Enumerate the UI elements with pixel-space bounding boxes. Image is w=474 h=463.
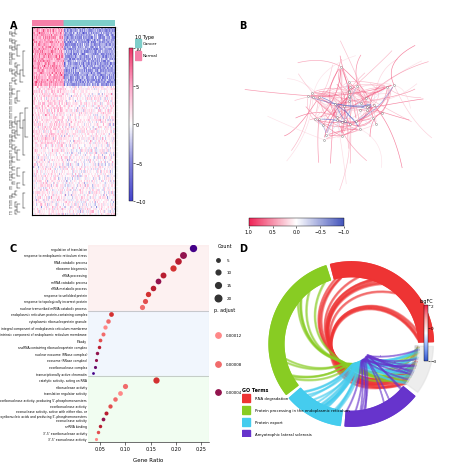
Bar (242, 419, 250, 426)
Point (149, 284, 157, 292)
Point (122, 383, 129, 390)
Bar (242, 394, 250, 402)
Point (91, 363, 99, 370)
Text: GO Terms: GO Terms (242, 387, 268, 392)
Point (117, 389, 124, 397)
Point (102, 409, 110, 416)
Title: logFC: logFC (419, 299, 433, 304)
Bar (135, 52, 141, 60)
Point (107, 402, 114, 410)
Text: Cancer: Cancer (143, 42, 157, 45)
Point (190, 245, 197, 252)
Text: Normal: Normal (143, 54, 158, 58)
Point (174, 258, 182, 265)
Text: 10 Type: 10 Type (135, 35, 154, 40)
Text: Protein export: Protein export (255, 420, 282, 425)
Text: Count: Count (218, 244, 232, 249)
Text: C: C (9, 243, 17, 253)
X-axis label: Gene Ratio: Gene Ratio (133, 457, 164, 462)
Point (92, 357, 100, 364)
Point (215, 360, 222, 368)
Point (159, 271, 167, 279)
Bar (88, 376, 209, 442)
Point (104, 317, 112, 325)
Point (215, 282, 222, 289)
Text: RNA degradation: RNA degradation (255, 396, 288, 400)
Text: 0.00008: 0.00008 (226, 362, 243, 366)
Text: D: D (239, 243, 247, 253)
Point (152, 376, 159, 383)
Text: Amyotrophic lateral sclerosis: Amyotrophic lateral sclerosis (255, 432, 311, 437)
Text: B: B (239, 21, 247, 31)
Point (101, 324, 109, 331)
Text: 15: 15 (226, 283, 231, 288)
Bar (242, 431, 250, 438)
Text: p. adjust: p. adjust (214, 308, 236, 313)
Point (89, 369, 97, 377)
Point (94, 429, 102, 436)
Point (92, 435, 100, 443)
Point (108, 311, 115, 318)
Bar (88, 311, 209, 376)
Point (155, 278, 162, 285)
Point (215, 294, 222, 302)
Point (97, 337, 104, 344)
Point (215, 388, 222, 396)
Text: 20: 20 (226, 296, 231, 300)
Text: 0.00004: 0.00004 (226, 390, 243, 394)
Text: 5: 5 (226, 258, 229, 262)
Point (141, 297, 148, 305)
Point (215, 269, 222, 276)
Point (144, 291, 152, 298)
Text: Protein processing in the endoplasmic reticulum: Protein processing in the endoplasmic re… (255, 408, 349, 412)
Point (93, 350, 101, 357)
Point (99, 415, 107, 423)
Bar (88, 245, 209, 311)
Text: A: A (9, 21, 17, 31)
Point (138, 304, 146, 312)
Bar (242, 406, 250, 414)
Point (215, 332, 222, 339)
Point (215, 257, 222, 264)
Point (111, 396, 119, 403)
Text: 10: 10 (226, 271, 231, 275)
Point (95, 344, 102, 351)
Point (170, 265, 177, 272)
Bar (135, 39, 141, 48)
Text: 0.00012: 0.00012 (226, 333, 243, 337)
Point (180, 251, 187, 259)
Point (99, 330, 107, 338)
Point (97, 422, 104, 430)
